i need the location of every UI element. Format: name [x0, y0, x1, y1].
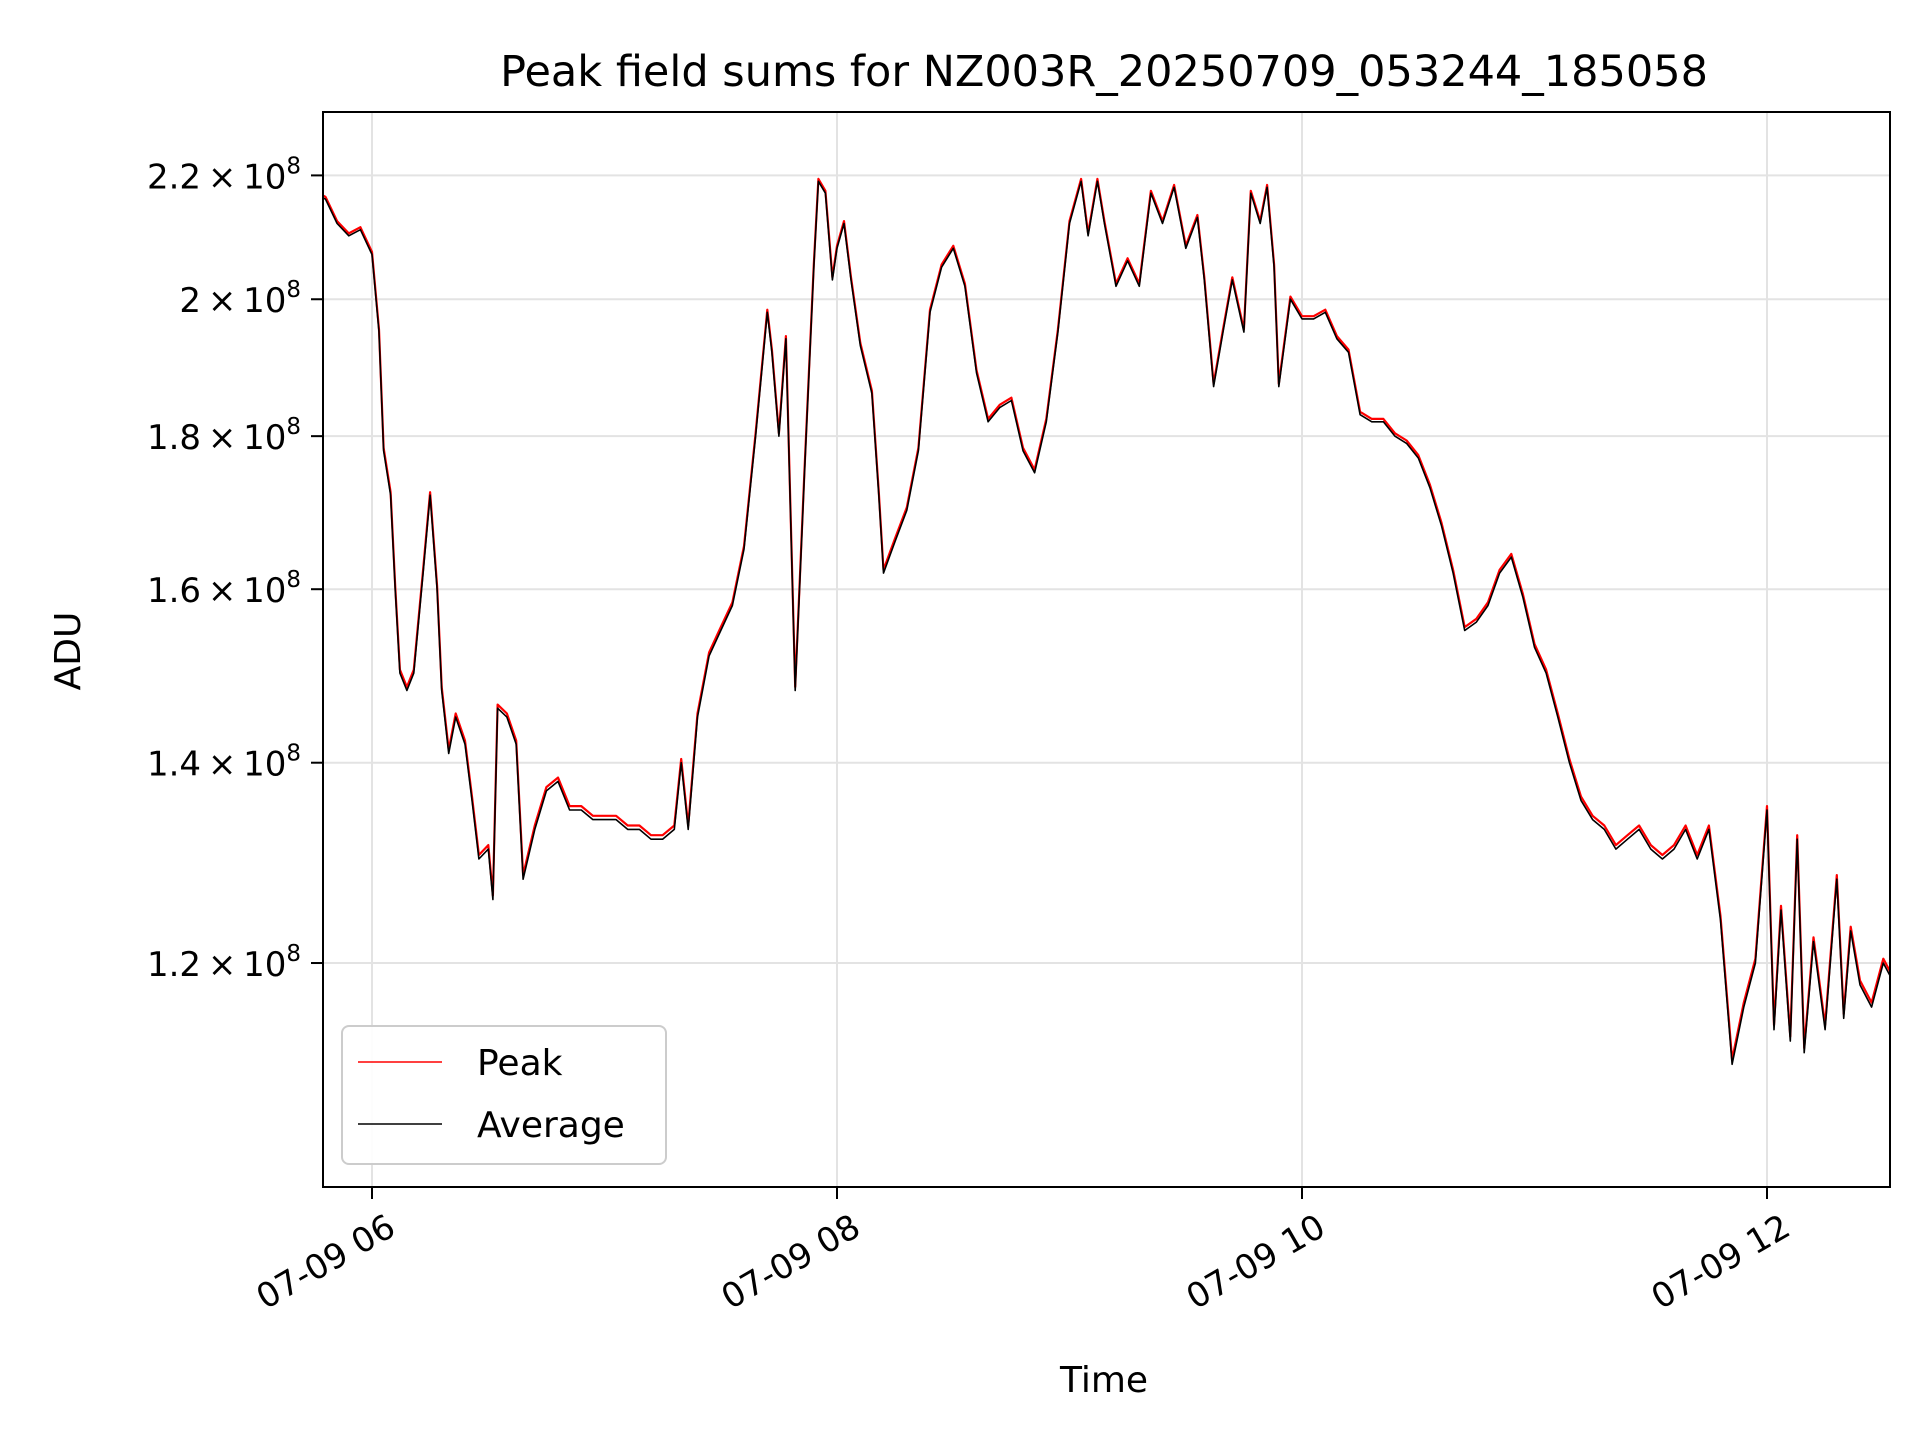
grid-lines	[323, 112, 1890, 1187]
legend-peak-label: Peak	[477, 1043, 563, 1084]
chart-title: Peak field sums for NZ003R_20250709_0532…	[500, 47, 1708, 97]
legend-average-label: Average	[477, 1105, 625, 1146]
x-axis-label: Time	[1059, 1360, 1148, 1401]
plot-frame	[322, 111, 1891, 1188]
legend-box	[341, 1025, 667, 1165]
y-tick-label: 2 × 108	[179, 277, 301, 321]
data-lines	[323, 177, 1890, 1066]
y-tick-label: 1.2 × 108	[147, 941, 301, 985]
y-tick-label: 1.6 × 108	[147, 567, 301, 611]
legend: Peak Average	[341, 1025, 667, 1165]
y-tick-label: 1.8 × 108	[147, 414, 301, 458]
y-axis-label: ADU	[48, 612, 89, 691]
series-line-average	[323, 180, 1890, 1066]
y-tick-label: 1.4 × 108	[147, 741, 301, 785]
y-axis-ticks: 1.2 × 108 1.4 × 108 1.6 × 108 1.8 × 108 2 × …	[147, 153, 323, 985]
y-tick-label: 2.2 × 108	[147, 153, 301, 197]
